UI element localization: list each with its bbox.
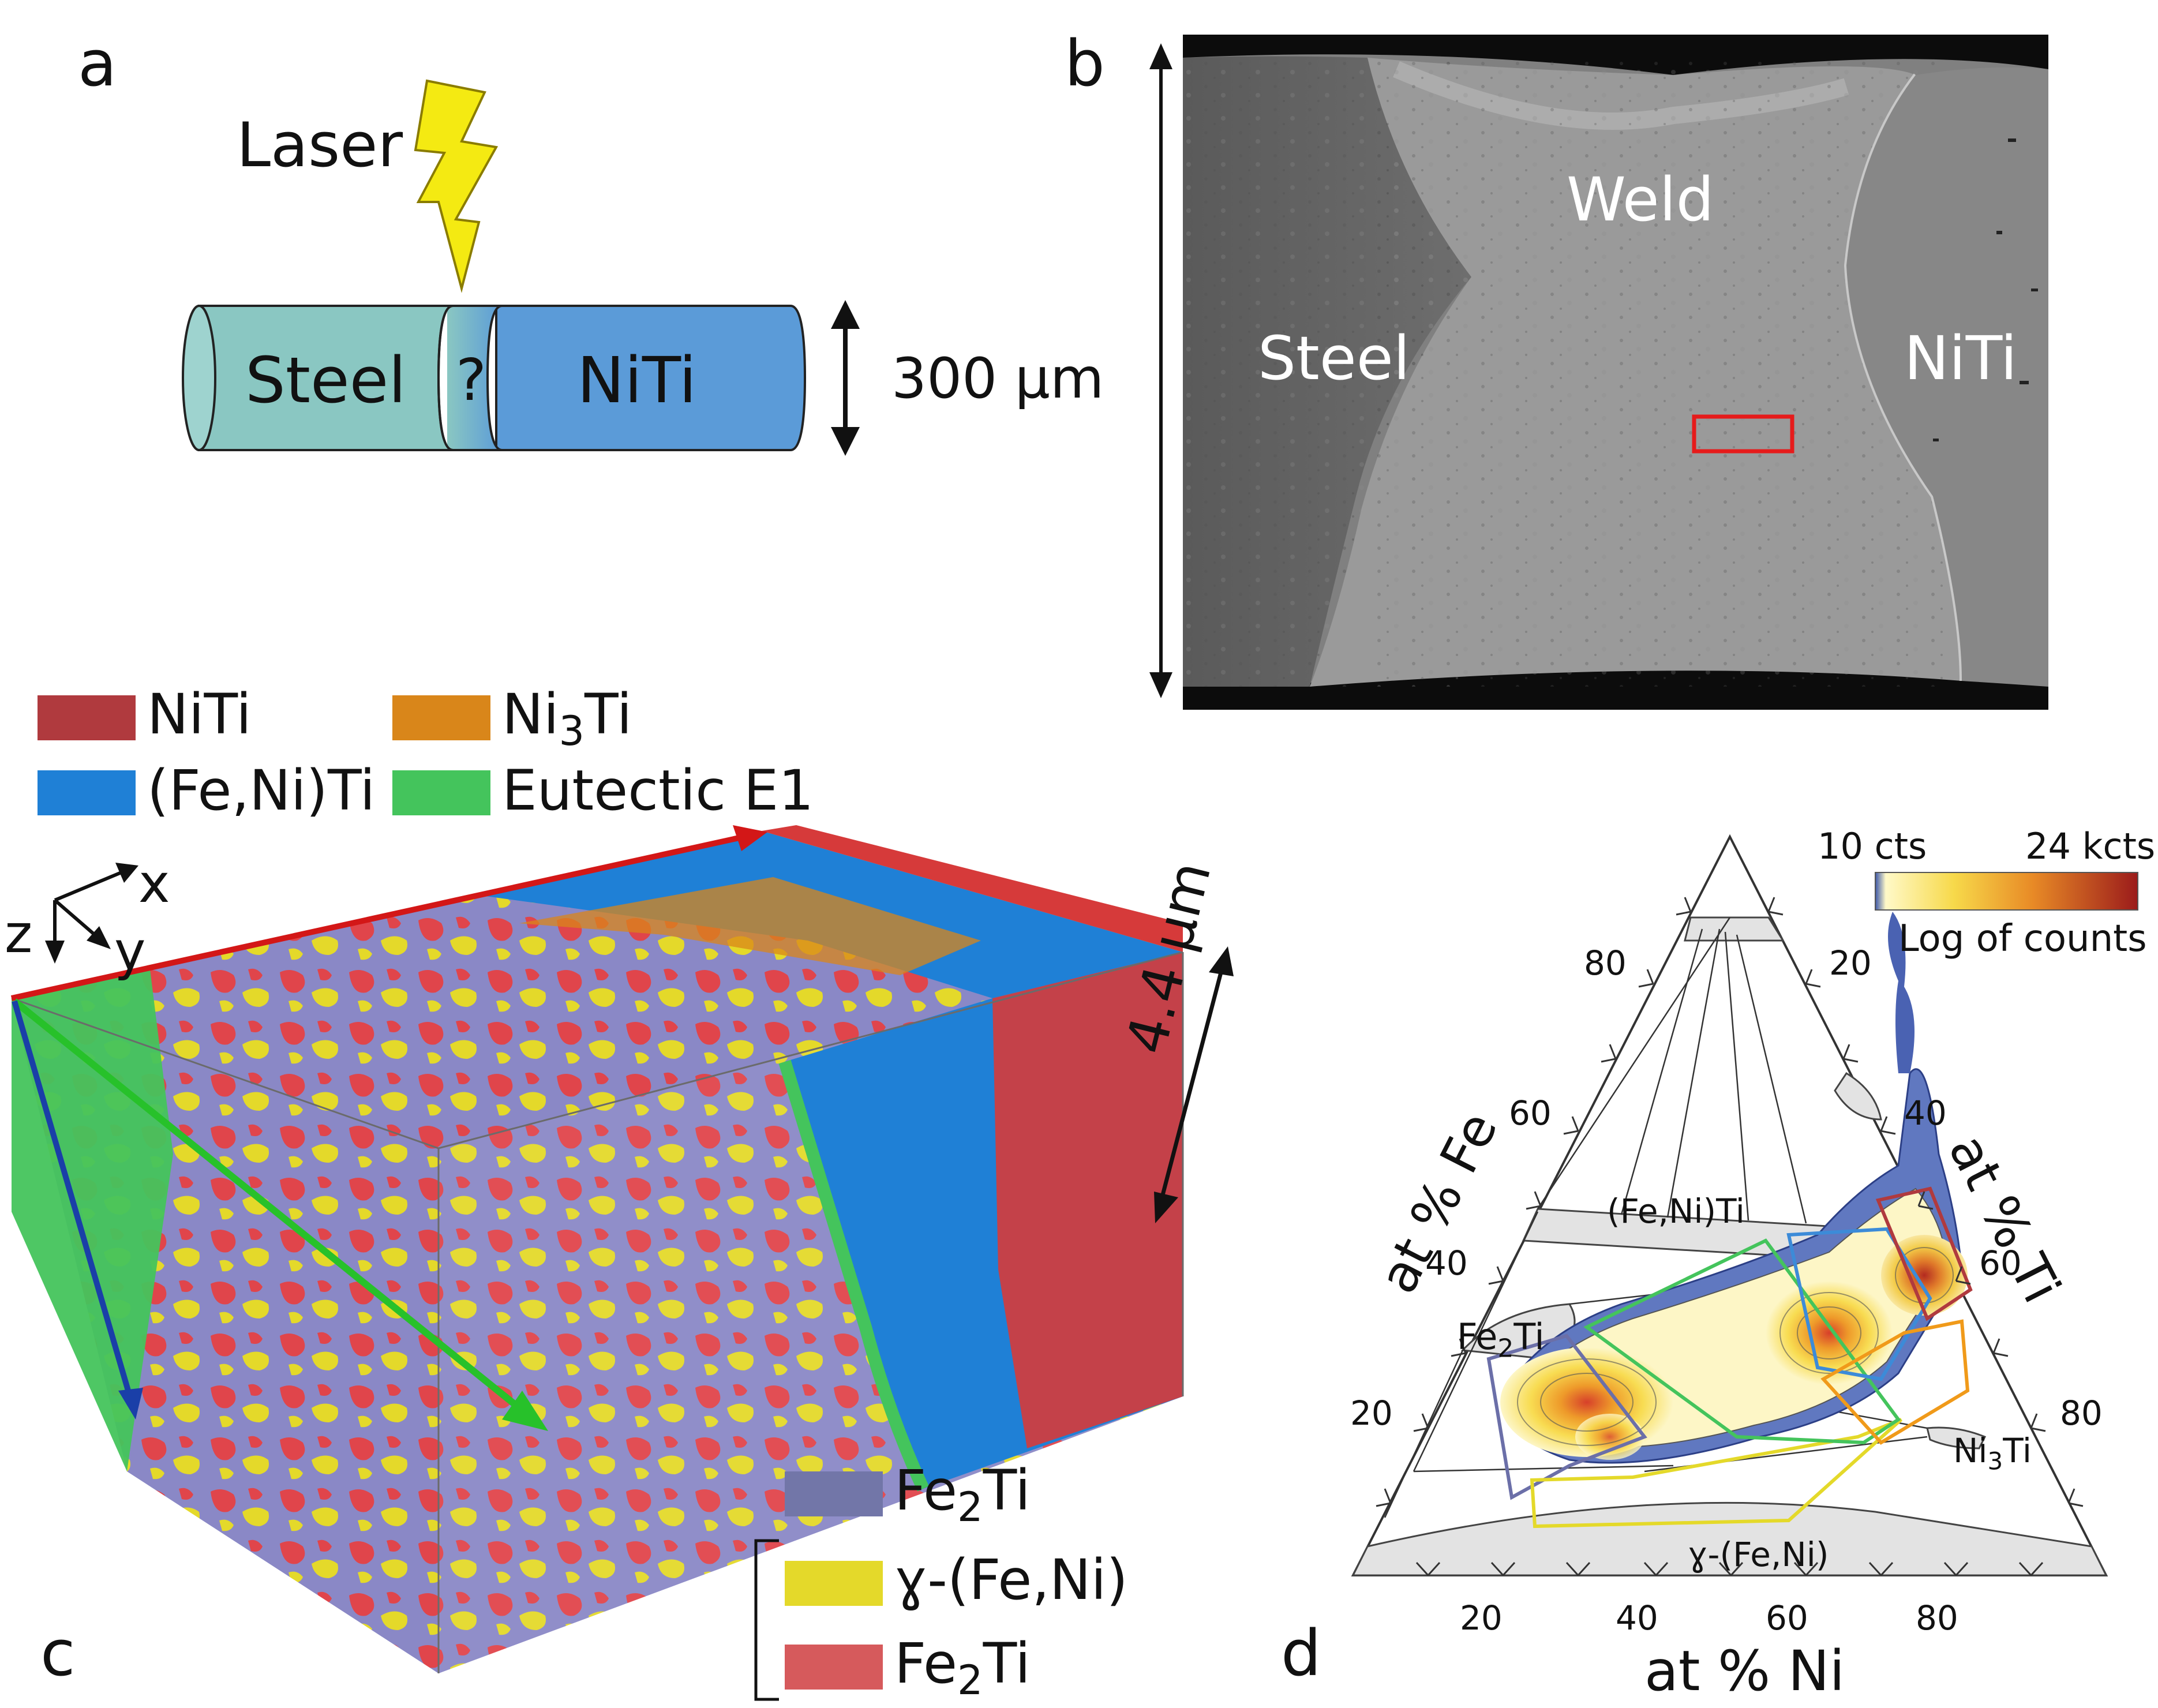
panel-a-label: a	[78, 27, 117, 100]
legend-label-gamma: ɣ-(Fe,Ni)	[894, 1548, 1128, 1612]
diameter-label: 300 μm	[891, 346, 1104, 411]
thickness-arrow	[1154, 946, 1234, 1223]
niti-cylinder	[495, 305, 807, 451]
colorbar	[1875, 872, 2138, 911]
box-eutectic	[1583, 1238, 1901, 1445]
lightning-icon	[414, 79, 499, 293]
legend-swatch-fe2ti-eutectic	[785, 1645, 883, 1690]
legend-label-fe2ti-matrix: Fe2Ti	[894, 1458, 1031, 1531]
fe-tick-40: 40	[1425, 1243, 1468, 1283]
cylinder-end	[182, 305, 216, 451]
height-arrow	[1149, 43, 1172, 698]
ni-tick-20: 20	[1460, 1598, 1503, 1638]
ternary-diagram	[1351, 834, 2138, 1576]
box-ni3ti	[1820, 1319, 1970, 1445]
legend-label-ni3ti: Ni3Ti	[502, 682, 632, 755]
axis-title-ni: at % Ni	[1644, 1639, 1845, 1703]
ni-tick-60: 60	[1766, 1598, 1808, 1638]
ni3ti-phase-region	[1926, 1426, 1987, 1449]
ti-tick-60: 60	[1979, 1243, 2022, 1283]
legend-label-feniti: (Fe,Ni)Ti	[147, 758, 376, 823]
legend-swatch-gamma	[785, 1561, 883, 1606]
legend-swatch-niti	[38, 695, 136, 740]
gamma-phase-region	[1351, 1501, 2108, 1576]
panel-c-volume	[10, 825, 1234, 1673]
unknown-label: ?	[456, 346, 487, 414]
panel-a-diagram	[182, 79, 860, 456]
steel-label: Steel	[245, 343, 406, 417]
z-axis-arrow	[12, 1000, 143, 1419]
phase-label-fe2ti: Fe2Ti	[1457, 1316, 1545, 1364]
axis-triad-icon	[45, 863, 138, 964]
niti-region-label: NiTi	[1904, 323, 2017, 394]
diameter-arrow	[831, 300, 860, 456]
steel-region-label: Steel	[1258, 323, 1410, 394]
box-fe2ti	[1486, 1334, 1647, 1500]
ti-tick-20: 20	[1829, 943, 1872, 983]
phase-label-feniti: (Fe,Ni)Ti	[1607, 1192, 1745, 1231]
legend-swatch-feniti	[38, 770, 136, 815]
axis-y-label: y	[114, 920, 146, 982]
axis-x-label: x	[138, 853, 170, 915]
ni-tick-80: 80	[1916, 1598, 1958, 1638]
box-gamma	[1530, 1418, 1903, 1529]
legend-swatch-fe2ti-matrix	[785, 1471, 883, 1516]
fe-tick-20: 20	[1350, 1394, 1393, 1433]
weld-region-label: Weld	[1567, 164, 1714, 235]
legend-label-fe2ti-eutectic: Fe2Ti	[894, 1631, 1031, 1705]
colorbar-caption: Log of counts	[1898, 917, 2147, 960]
laser-label: Laser	[237, 110, 403, 181]
niti-region	[1846, 67, 2048, 687]
y-axis-arrow	[12, 998, 548, 1431]
colorbar-max-label: 24 kcts	[2025, 825, 2156, 867]
legend-swatch-eutectic	[392, 770, 490, 815]
roi-box	[1692, 414, 1794, 454]
legend-bracket	[754, 1539, 779, 1701]
top-phase-region	[1684, 916, 1785, 942]
box-niti	[1875, 1186, 1973, 1321]
fe-tick-80: 80	[1584, 943, 1627, 983]
fe-tick-60: 60	[1509, 1093, 1552, 1133]
panel-b-label: b	[1065, 27, 1105, 100]
x-axis-arrow	[10, 825, 767, 1001]
ti-tick-80: 80	[2060, 1394, 2103, 1433]
legend-label-eutectic: Eutectic E1	[502, 758, 814, 823]
panel-d-label: d	[1281, 1616, 1321, 1690]
niti-label: NiTi	[577, 343, 697, 417]
phase-label-gamma: ɣ-(Fe,Ni)	[1688, 1535, 1829, 1574]
legend-swatch-ni3ti	[392, 695, 490, 740]
ni-tick-40: 40	[1616, 1598, 1658, 1638]
box-feniti	[1786, 1227, 1932, 1381]
phase-label-ni3ti: Ni3Ti	[1953, 1431, 2032, 1475]
panel-b-micrograph	[1149, 35, 2048, 710]
colorbar-min-label: 10 cts	[1818, 825, 1927, 867]
legend-label-niti: NiTi	[147, 682, 252, 747]
ti-tick-40: 40	[1904, 1093, 1947, 1133]
panel-c-label: c	[40, 1616, 76, 1690]
axis-z-label: z	[5, 903, 33, 965]
